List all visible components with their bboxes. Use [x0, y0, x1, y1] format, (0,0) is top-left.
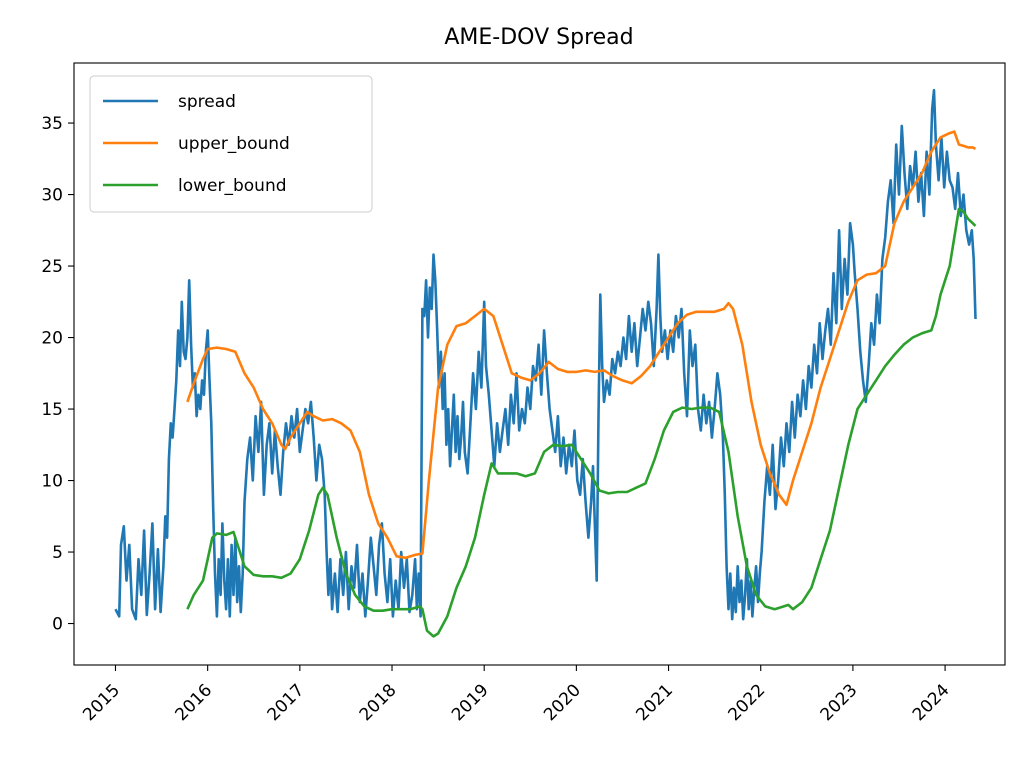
- y-tick-label: 35: [41, 114, 63, 134]
- y-tick-label: 15: [41, 400, 63, 420]
- plot-frame: [73, 62, 1006, 666]
- y-tick-label: 20: [41, 329, 63, 349]
- x-tick-label: 2023: [817, 680, 862, 725]
- legend-label-spread: spread: [178, 92, 236, 112]
- x-tick-label: 2015: [79, 680, 124, 725]
- y-axis: 0 5 10 15 20 25 30 35: [41, 114, 74, 635]
- series-line-spread: [114, 88, 977, 621]
- y-tick-label: 5: [52, 543, 63, 563]
- x-tick-label: 2021: [632, 680, 677, 725]
- y-tick-label: 30: [41, 186, 63, 206]
- y-tick-label: 25: [41, 257, 63, 277]
- x-axis: 2015 2016 2017 2018 2019 2020 2021 2022 2023 2024: [79, 665, 954, 725]
- legend-box: [89, 75, 373, 213]
- chart-title: AME-DOV Spread: [444, 25, 633, 50]
- y-tick-label: 0: [52, 615, 63, 635]
- x-tick-label: 2022: [725, 680, 770, 725]
- plot-area: [73, 62, 1006, 666]
- series-line-upper-bound: [186, 130, 977, 560]
- y-tick-label: 10: [41, 472, 63, 492]
- legend: spread upper_bound lower_bound: [89, 75, 373, 213]
- x-tick-label: 2016: [171, 680, 216, 725]
- x-tick-label: 2020: [540, 680, 585, 725]
- x-tick-label: 2018: [356, 680, 401, 725]
- x-tick-label: 2017: [264, 680, 309, 725]
- legend-label-upper-bound: upper_bound: [178, 134, 290, 154]
- x-tick-label: 2024: [909, 680, 954, 725]
- x-tick-label: 2019: [448, 680, 493, 725]
- legend-label-lower-bound: lower_bound: [178, 176, 287, 196]
- series-line-lower-bound: [186, 207, 977, 638]
